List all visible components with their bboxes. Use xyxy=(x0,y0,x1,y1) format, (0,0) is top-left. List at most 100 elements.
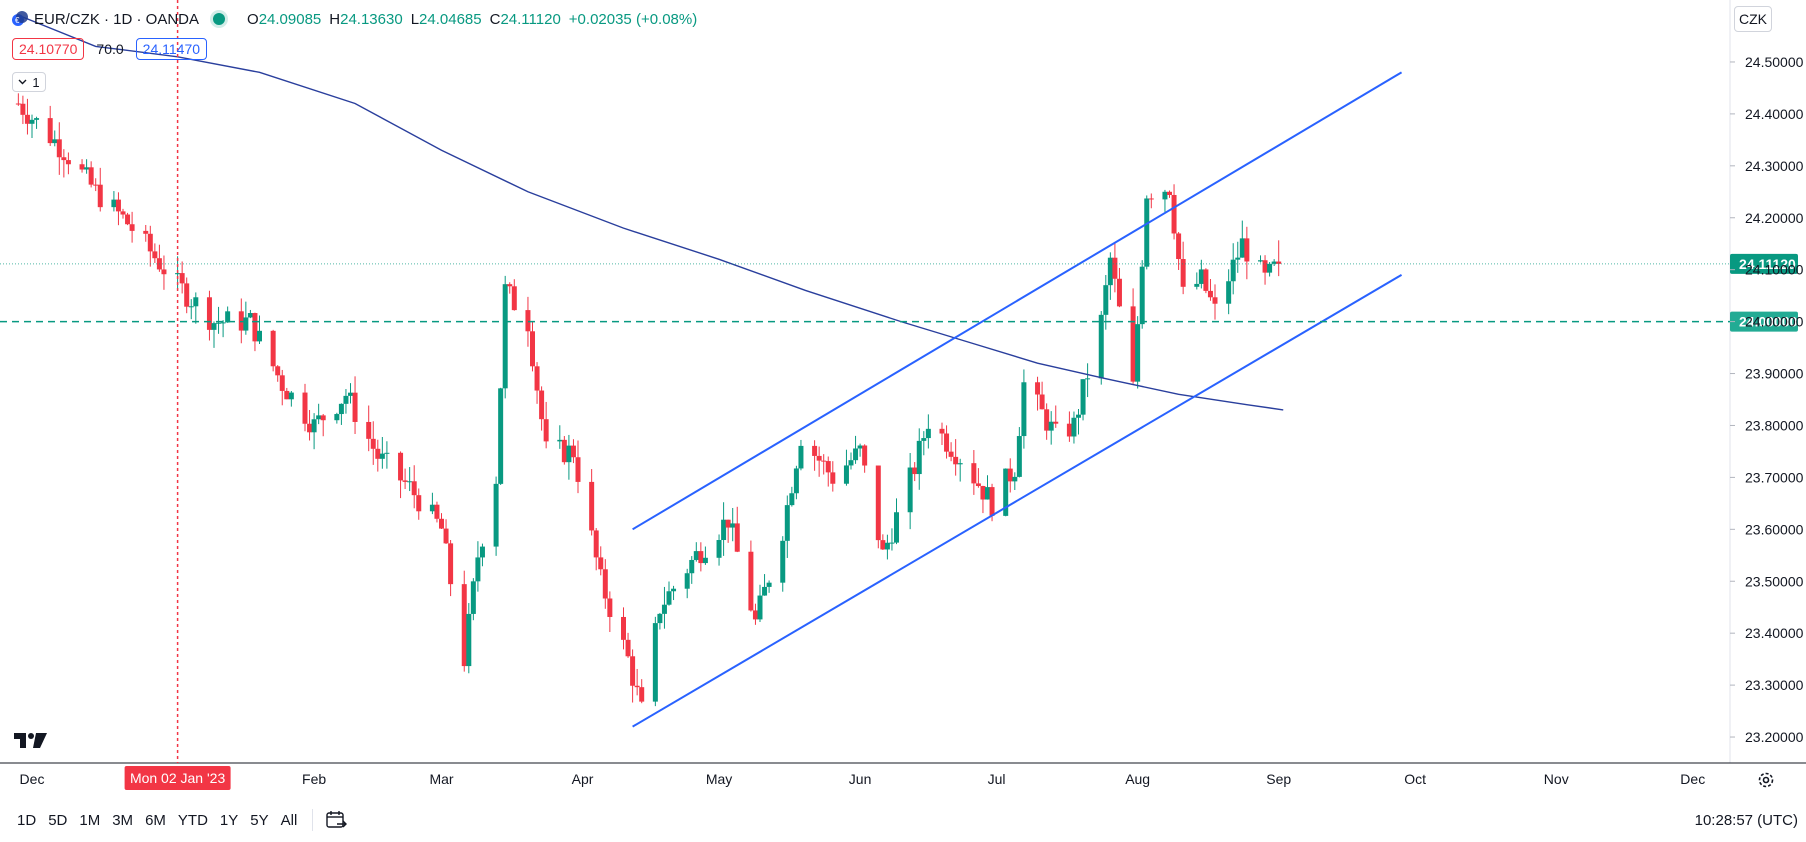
range-all-button[interactable]: All xyxy=(280,811,298,829)
low-label: L xyxy=(410,10,420,28)
range-5d-button[interactable]: 5D xyxy=(48,811,68,829)
candle-body xyxy=(475,557,481,582)
candle-body xyxy=(693,551,699,560)
candle-body xyxy=(1194,283,1200,287)
candle-body xyxy=(97,184,103,208)
candle-body xyxy=(816,455,822,461)
candle-body xyxy=(1098,314,1104,379)
high-label: H xyxy=(329,10,341,28)
candle-body xyxy=(279,375,285,391)
last-price-label: 24.11120 xyxy=(1739,256,1796,272)
candle-body xyxy=(821,460,827,462)
candle-series xyxy=(15,93,1282,707)
candle-body xyxy=(1144,198,1150,267)
candle-body xyxy=(748,551,754,611)
candle-body xyxy=(730,523,736,528)
candle-body xyxy=(65,160,71,165)
candle-body xyxy=(1244,238,1250,262)
x-tick-label: Jul xyxy=(988,771,1006,787)
y-tick-label: 23.50000 xyxy=(1745,573,1804,589)
candle-body xyxy=(766,582,772,587)
candle-body xyxy=(1053,421,1059,424)
currency-button[interactable]: CZK xyxy=(1734,6,1772,32)
candle-body xyxy=(320,415,326,421)
candle-body xyxy=(875,465,881,541)
y-tick-label: 24.40000 xyxy=(1745,106,1804,122)
candle-body xyxy=(684,573,690,589)
bid-button[interactable]: 24.10770 xyxy=(12,38,85,60)
open-value: 24.09085 xyxy=(258,10,322,28)
candle-body xyxy=(589,481,595,531)
candle-body xyxy=(980,486,986,500)
candle-body xyxy=(15,103,21,105)
y-tick-label: 23.70000 xyxy=(1745,469,1804,485)
candle-body xyxy=(216,322,222,324)
market-status-icon xyxy=(213,13,226,25)
goto-date-button[interactable] xyxy=(323,807,349,833)
candle-body xyxy=(702,557,708,564)
open-label: O xyxy=(247,10,259,28)
utc-clock[interactable]: 10:28:57 (UTC) xyxy=(1694,811,1798,829)
candle-body xyxy=(47,118,53,144)
candle-body xyxy=(894,512,899,543)
candle-body xyxy=(143,230,149,234)
candle-body xyxy=(379,453,385,459)
candle-body xyxy=(88,167,94,185)
legend-collapse-button[interactable]: 1 xyxy=(12,72,46,92)
candle-body xyxy=(247,313,253,318)
range-ytd-button[interactable]: YTD xyxy=(177,811,208,829)
candle-body xyxy=(311,419,317,433)
candle-body xyxy=(689,559,695,574)
candle-body xyxy=(348,392,353,396)
candle-body xyxy=(1066,423,1072,437)
candle-body xyxy=(147,233,153,252)
range-1y-button[interactable]: 1Y xyxy=(219,811,239,829)
currency-pair-icon: € xyxy=(12,11,28,26)
y-tick-label: 23.30000 xyxy=(1745,677,1804,693)
range-6m-button[interactable]: 6M xyxy=(145,811,166,829)
moving-average-line xyxy=(18,14,1284,411)
candle-body xyxy=(1107,257,1113,286)
candle-body xyxy=(275,366,281,376)
chart-overlays: 24.00000 24.11120 Mon 02 Jan '23 xyxy=(0,0,1798,790)
candle-body xyxy=(953,456,959,465)
candle-body xyxy=(784,505,790,541)
candle-body xyxy=(507,284,513,287)
candle-body xyxy=(921,438,927,441)
x-tick-label: Aug xyxy=(1125,771,1150,787)
candle-body xyxy=(84,167,90,170)
tradingview-logo-icon[interactable] xyxy=(14,730,48,750)
range-5y-button[interactable]: 5Y xyxy=(250,811,269,829)
y-tick-label: 23.40000 xyxy=(1745,625,1804,641)
x-tick-label: Dec xyxy=(1680,771,1705,787)
level-price-tag xyxy=(1730,311,1798,332)
candle-body xyxy=(666,591,672,605)
candle-body xyxy=(502,284,508,389)
range-1m-button[interactable]: 1M xyxy=(79,811,101,829)
candle-body xyxy=(1276,261,1282,264)
candle-body xyxy=(539,390,545,420)
range-3m-button[interactable]: 3M xyxy=(112,811,134,829)
candle-body xyxy=(370,438,376,449)
candle-body xyxy=(985,487,990,500)
candle-body xyxy=(443,528,449,544)
ask-button[interactable]: 24.11470 xyxy=(135,38,208,60)
candle-body xyxy=(1176,233,1182,260)
candle-body xyxy=(1076,414,1081,418)
candle-body xyxy=(762,586,768,596)
candle-body xyxy=(338,403,344,415)
settings-gear-icon[interactable] xyxy=(1756,770,1776,790)
y-tick-label: 24.50000 xyxy=(1745,54,1804,70)
candle-body xyxy=(1235,257,1241,260)
candle-body xyxy=(798,445,804,469)
chart-header: € EUR/CZK · 1D · OANDA O 24.09085 H 24.1… xyxy=(12,9,705,29)
candle-body xyxy=(1139,266,1145,325)
candle-body xyxy=(411,481,417,496)
candle-body xyxy=(652,623,658,702)
candle-body xyxy=(1148,198,1154,200)
range-1d-button[interactable]: 1D xyxy=(17,811,37,829)
svg-text:€: € xyxy=(15,16,20,25)
candle-body xyxy=(1103,285,1109,315)
symbol-title[interactable]: EUR/CZK · 1D · OANDA xyxy=(34,10,200,28)
